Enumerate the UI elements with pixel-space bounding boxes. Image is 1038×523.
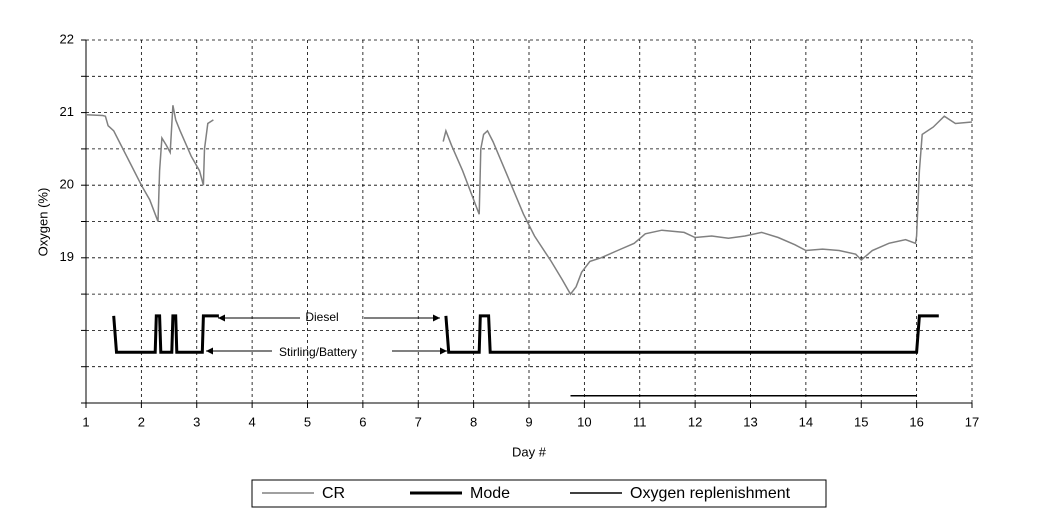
x-tick-label: 14 — [799, 414, 813, 429]
x-tick-label: 9 — [525, 414, 532, 429]
x-tick-label: 3 — [193, 414, 200, 429]
x-tick-label: 17 — [965, 414, 979, 429]
x-axis-label: Day # — [512, 444, 547, 459]
x-tick-label: 8 — [470, 414, 477, 429]
x-tick-label: 10 — [577, 414, 591, 429]
x-tick-label: 6 — [359, 414, 366, 429]
y-tick-label: 21 — [60, 104, 74, 119]
x-tick-label: 11 — [633, 414, 647, 429]
y-axis-label: Oxygen (%) — [35, 188, 50, 257]
legend-box — [251, 479, 827, 508]
x-tick-label: 4 — [249, 414, 256, 429]
annotation: Diesel — [305, 310, 338, 324]
x-tick-label: 13 — [743, 414, 757, 429]
x-tick-label: 2 — [138, 414, 145, 429]
y-tick-label: 20 — [60, 177, 74, 192]
x-tick-label: 16 — [909, 414, 923, 429]
series-line — [85, 105, 973, 296]
legend-label: Mode — [470, 485, 510, 502]
legend-label: Oxygen replenishment — [630, 485, 791, 502]
x-tick-label: 15 — [854, 414, 868, 429]
x-tick-label: 1 — [82, 414, 89, 429]
x-tick-label: 12 — [688, 414, 702, 429]
x-tick-label: 7 — [415, 414, 422, 429]
y-tick-label: 22 — [60, 31, 74, 46]
x-tick-label: 5 — [304, 414, 311, 429]
series-line — [112, 314, 939, 354]
legend-label: CR — [322, 485, 345, 502]
annotation: Stirling/Battery — [279, 345, 357, 359]
y-tick-label: 19 — [60, 249, 74, 264]
